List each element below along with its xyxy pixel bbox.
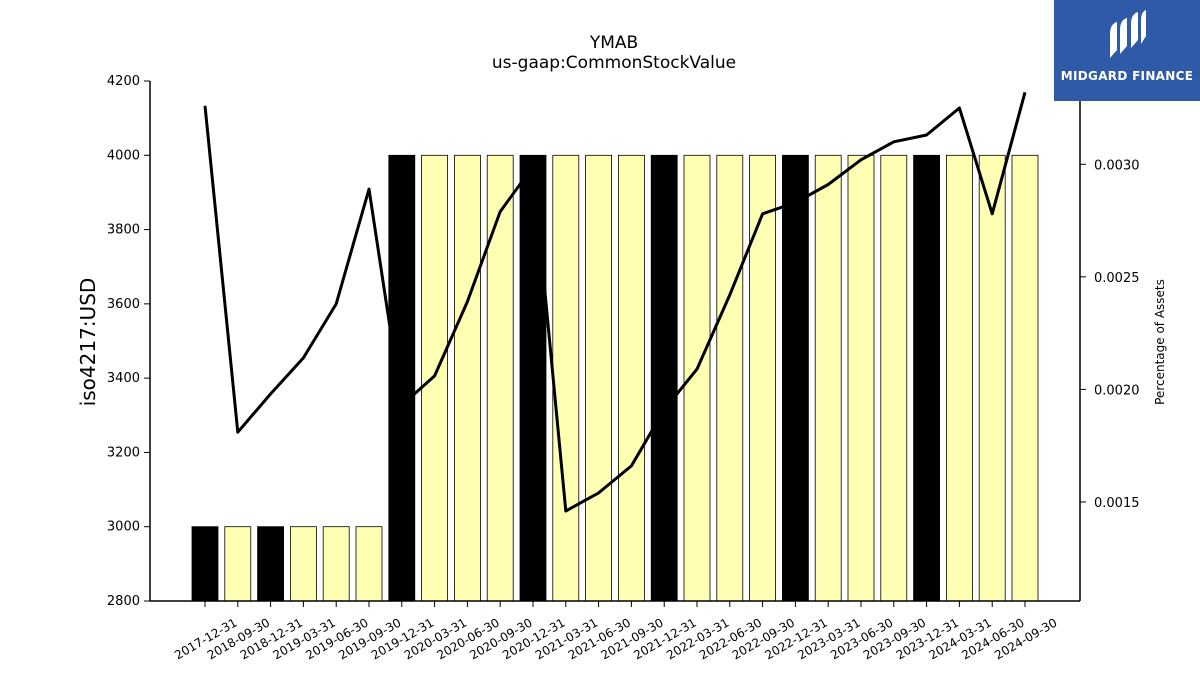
y2-tick-label: 0.0020	[1094, 383, 1140, 398]
bar	[224, 526, 252, 602]
bar	[749, 154, 776, 602]
y2-tick-label: 0.0015	[1094, 496, 1140, 511]
logo-mark-icon	[1110, 10, 1146, 58]
plot-area: 2800 3000 3200 3400 3600 3800 4000 4200 0.0015 0.…	[107, 74, 1140, 662]
y2-tick-label: 0.0030	[1094, 158, 1140, 173]
bar	[913, 154, 940, 602]
bar	[946, 154, 973, 602]
y-tick-label: 3200	[107, 445, 140, 460]
logo: MIDGARD FINANCE	[1054, 0, 1200, 101]
bar	[978, 154, 1006, 602]
bar	[486, 154, 514, 602]
chart-subtitle: us-gaap:CommonStockValue	[492, 53, 736, 73]
bar	[814, 154, 842, 602]
assets-percentage-line	[203, 91, 1027, 513]
bar	[322, 526, 350, 602]
y-tick-label: 4000	[107, 148, 140, 163]
y-tick-label: 3600	[107, 297, 140, 312]
bar	[191, 526, 219, 602]
logo-name: MIDGARD FINANCE	[1060, 69, 1194, 83]
y-tick-label: 2800	[107, 594, 140, 609]
bar	[585, 154, 612, 602]
y-tick-label: 3000	[107, 520, 140, 535]
bar	[289, 526, 317, 602]
bar	[880, 154, 908, 602]
bar	[650, 154, 678, 602]
chart-title: YMAB	[589, 33, 638, 53]
y2-axis-label: Percentage of Assets	[1153, 279, 1167, 405]
bar	[847, 154, 875, 602]
y2-tick-label: 0.0025	[1094, 271, 1140, 286]
bar	[519, 154, 547, 602]
y-tick-label: 3800	[107, 223, 140, 238]
y-axis-label: iso4217:USD	[76, 278, 100, 407]
bar	[453, 154, 481, 602]
bar	[257, 526, 285, 602]
bar	[716, 154, 744, 602]
bar	[782, 154, 809, 602]
bar	[618, 154, 645, 602]
y-tick-label: 3400	[107, 371, 140, 386]
y-tick-label: 4200	[107, 74, 140, 89]
bar	[421, 154, 449, 602]
bar	[355, 526, 383, 602]
bar	[388, 154, 416, 602]
bar	[1011, 154, 1039, 602]
bar	[552, 154, 580, 602]
